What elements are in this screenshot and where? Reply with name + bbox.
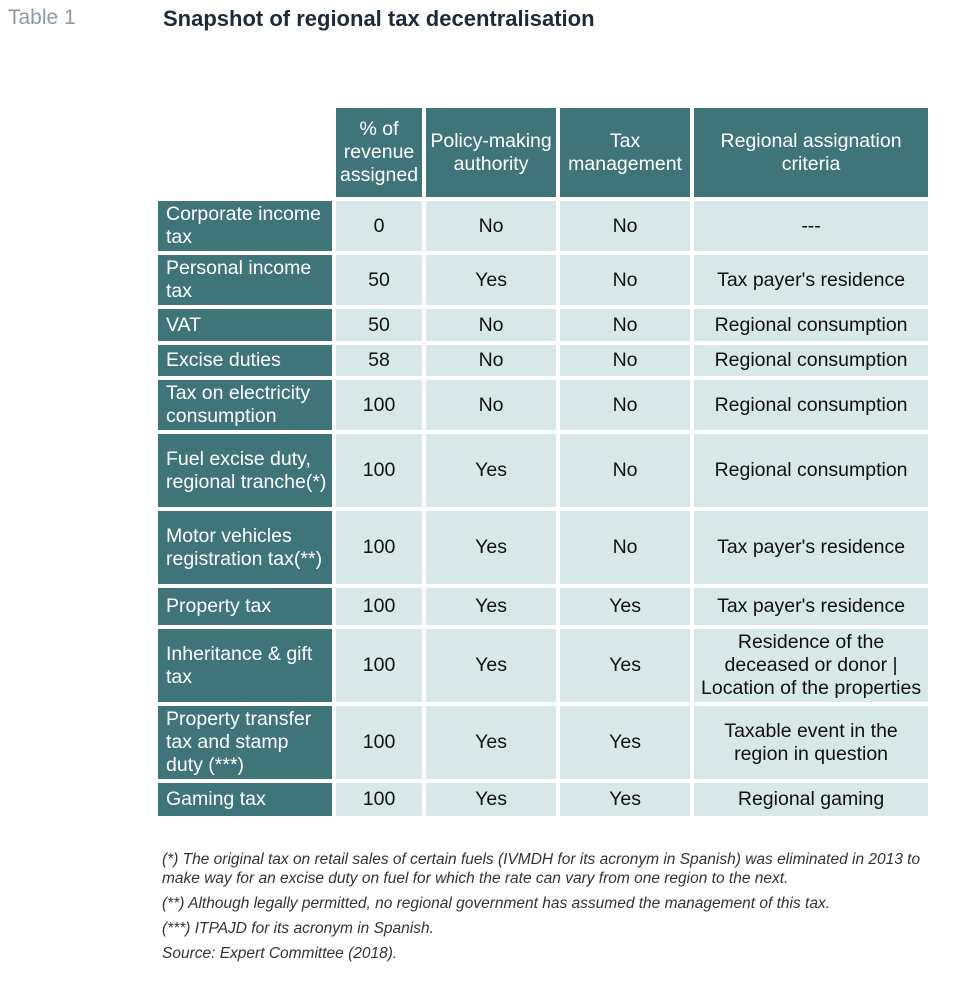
cell-criteria: Regional consumption bbox=[694, 434, 929, 507]
tax-decentralisation-table: % of revenue assigned Policy-making auth… bbox=[154, 104, 932, 820]
cell-criteria: Regional gaming bbox=[694, 783, 929, 816]
cell-criteria: Residence of the deceased or donor | Loc… bbox=[694, 629, 929, 702]
cell-revenue: 100 bbox=[336, 588, 423, 625]
cell-revenue: 100 bbox=[336, 511, 423, 584]
table-row: Excise duties 58 No No Regional consumpt… bbox=[158, 345, 929, 376]
column-header-criteria: Regional assignation criteria bbox=[694, 108, 929, 197]
cell-revenue: 100 bbox=[336, 380, 423, 430]
cell-criteria: Regional consumption bbox=[694, 345, 929, 376]
column-header-management: Tax management bbox=[560, 108, 691, 197]
cell-policy: No bbox=[426, 201, 557, 251]
cell-criteria: --- bbox=[694, 201, 929, 251]
row-header-tax: Corporate income tax bbox=[158, 201, 332, 251]
cell-policy: No bbox=[426, 309, 557, 341]
row-header-tax: VAT bbox=[158, 309, 332, 341]
cell-policy: Yes bbox=[426, 629, 557, 702]
table-row: Property transfer tax and stamp duty (**… bbox=[158, 706, 929, 779]
cell-criteria: Tax payer's residence bbox=[694, 511, 929, 584]
row-header-tax: Motor vehicles registration tax(**) bbox=[158, 511, 332, 584]
table-row: Tax on electricity consumption 100 No No… bbox=[158, 380, 929, 430]
table-row: Gaming tax 100 Yes Yes Regional gaming bbox=[158, 783, 929, 816]
cell-revenue: 50 bbox=[336, 309, 423, 341]
table-row: Property tax 100 Yes Yes Tax payer's res… bbox=[158, 588, 929, 625]
row-header-tax: Fuel excise duty, regional tranche(*) bbox=[158, 434, 332, 507]
cell-policy: Yes bbox=[426, 588, 557, 625]
row-header-tax: Personal income tax bbox=[158, 255, 332, 305]
row-header-tax: Inheritance & gift tax bbox=[158, 629, 332, 702]
table-title: Snapshot of regional tax decentralisatio… bbox=[163, 6, 595, 31]
cell-management: No bbox=[560, 309, 691, 341]
cell-management: No bbox=[560, 201, 691, 251]
row-header-tax: Property transfer tax and stamp duty (**… bbox=[158, 706, 332, 779]
cell-policy: Yes bbox=[426, 706, 557, 779]
source-note: Source: Expert Committee (2018). bbox=[162, 945, 398, 962]
header-blank-cell bbox=[158, 108, 332, 197]
cell-revenue: 100 bbox=[336, 783, 423, 816]
cell-revenue: 100 bbox=[336, 434, 423, 507]
cell-criteria: Taxable event in the region in question bbox=[694, 706, 929, 779]
table-label: Table 1 bbox=[8, 6, 76, 29]
cell-revenue: 100 bbox=[336, 629, 423, 702]
row-header-tax: Excise duties bbox=[158, 345, 332, 376]
cell-policy: Yes bbox=[426, 255, 557, 305]
cell-criteria: Tax payer's residence bbox=[694, 588, 929, 625]
cell-management: Yes bbox=[560, 706, 691, 779]
cell-criteria: Regional consumption bbox=[694, 380, 929, 430]
cell-criteria: Tax payer's residence bbox=[694, 255, 929, 305]
table-row: Fuel excise duty, regional tranche(*) 10… bbox=[158, 434, 929, 507]
cell-management: No bbox=[560, 255, 691, 305]
cell-revenue: 100 bbox=[336, 706, 423, 779]
row-header-tax: Gaming tax bbox=[158, 783, 332, 816]
cell-management: Yes bbox=[560, 588, 691, 625]
table-row: Inheritance & gift tax 100 Yes Yes Resid… bbox=[158, 629, 929, 702]
cell-criteria: Regional consumption bbox=[694, 309, 929, 341]
row-header-tax: Tax on electricity consumption bbox=[158, 380, 332, 430]
cell-revenue: 50 bbox=[336, 255, 423, 305]
table-row: Personal income tax 50 Yes No Tax payer'… bbox=[158, 255, 929, 305]
cell-management: No bbox=[560, 380, 691, 430]
table-header-row: % of revenue assigned Policy-making auth… bbox=[158, 108, 929, 197]
cell-policy: Yes bbox=[426, 783, 557, 816]
footnote-itpajd: (***) ITPAJD for its acronym in Spanish. bbox=[162, 920, 434, 937]
column-header-policy: Policy-making authority bbox=[426, 108, 557, 197]
footnote-motor: (**) Although legally permitted, no regi… bbox=[162, 895, 831, 912]
cell-management: No bbox=[560, 434, 691, 507]
column-header-revenue: % of revenue assigned bbox=[336, 108, 423, 197]
cell-management: No bbox=[560, 345, 691, 376]
footnote-fuel: (*) The original tax on retail sales of … bbox=[162, 851, 921, 887]
table-row: Motor vehicles registration tax(**) 100 … bbox=[158, 511, 929, 584]
cell-management: Yes bbox=[560, 629, 691, 702]
table-row: Corporate income tax 0 No No --- bbox=[158, 201, 929, 251]
row-header-tax: Property tax bbox=[158, 588, 332, 625]
table-notes: (*) The original tax on retail sales of … bbox=[162, 850, 962, 969]
cell-management: Yes bbox=[560, 783, 691, 816]
cell-revenue: 0 bbox=[336, 201, 423, 251]
cell-policy: No bbox=[426, 345, 557, 376]
cell-policy: Yes bbox=[426, 511, 557, 584]
cell-policy: No bbox=[426, 380, 557, 430]
table-row: VAT 50 No No Regional consumption bbox=[158, 309, 929, 341]
cell-management: No bbox=[560, 511, 691, 584]
cell-revenue: 58 bbox=[336, 345, 423, 376]
cell-policy: Yes bbox=[426, 434, 557, 507]
